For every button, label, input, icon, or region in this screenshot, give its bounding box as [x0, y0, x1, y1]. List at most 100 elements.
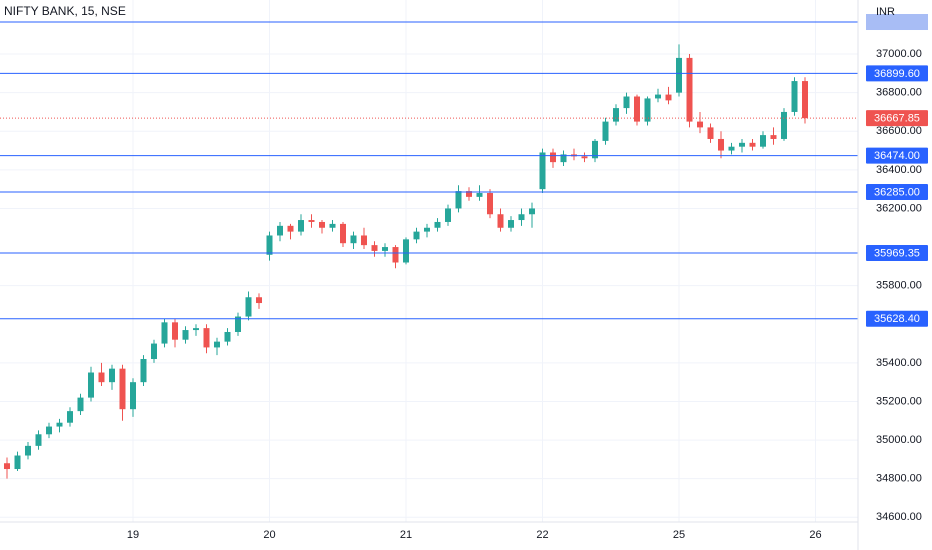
candle-body: [245, 297, 252, 317]
candle-body: [35, 434, 42, 446]
candle-body: [172, 322, 178, 340]
candle-body: [655, 94, 661, 99]
candle-body: [623, 96, 630, 109]
price-tag: [866, 65, 928, 82]
candle-body: [25, 445, 31, 456]
candle-body: [98, 372, 105, 383]
candle-body: [424, 227, 430, 232]
candle-body: [539, 152, 546, 190]
candle-body: [130, 382, 136, 410]
price-tag-label: 35628.40: [874, 313, 920, 325]
candle-body: [497, 214, 504, 228]
x-tick-label: 21: [400, 529, 412, 541]
candle-body: [350, 235, 357, 244]
candle-body: [151, 343, 157, 360]
y-tick-label: 34600.00: [876, 511, 922, 523]
x-tick-label: 26: [809, 529, 821, 541]
candle-body: [634, 96, 640, 122]
candle-body: [781, 111, 787, 139]
y-tick-label: 34800.00: [876, 473, 922, 485]
currency-label: INR: [876, 6, 895, 18]
candle-body: [203, 328, 210, 348]
candle-body: [14, 455, 21, 470]
candle-body: [749, 142, 756, 147]
candle-body: [193, 328, 199, 331]
y-tick-label: 35400.00: [876, 357, 922, 369]
candle-body: [224, 331, 231, 342]
candle-body: [413, 231, 420, 240]
candle-body: [235, 316, 241, 332]
candle-body: [214, 341, 220, 348]
candle-body: [56, 422, 63, 427]
y-tick-label: 36800.00: [876, 87, 922, 99]
last-price-tag: [866, 110, 928, 127]
candle-body: [518, 214, 525, 221]
candle-body: [298, 220, 304, 232]
candle-body: [550, 152, 556, 163]
candle-body: [455, 191, 462, 209]
candle-body: [718, 138, 724, 151]
candle-body: [665, 94, 672, 101]
price-tag-label: 36285.00: [874, 186, 920, 198]
candle-body: [613, 108, 619, 122]
candle-body: [119, 368, 126, 410]
x-tick-label: 22: [536, 529, 548, 541]
candle-body: [329, 223, 336, 228]
chart-title: NIFTY BANK, 15, NSE: [4, 4, 126, 18]
candle-body: [287, 225, 294, 232]
candle-body: [182, 330, 189, 340]
y-tick-label: 36400.00: [876, 164, 922, 176]
candle-body: [266, 235, 273, 255]
candle-body: [770, 135, 777, 139]
candle-body: [392, 247, 399, 263]
candle-body: [161, 322, 168, 344]
candle-body: [476, 193, 483, 197]
price-tag: [866, 244, 928, 261]
candle-body: [791, 81, 798, 112]
price-tag-label: 35969.35: [874, 247, 920, 259]
candle-body: [592, 140, 598, 159]
candle-body: [487, 193, 493, 215]
candle-body: [361, 235, 367, 246]
grid: [0, 0, 858, 522]
candle-body: [802, 81, 808, 119]
candle-body: [340, 223, 346, 244]
candle-body: [644, 98, 651, 122]
y-tick-label: 36200.00: [876, 202, 922, 214]
last-price-label: 36667.85: [874, 113, 920, 125]
y-tick-label: 35800.00: [876, 280, 922, 292]
candle-body: [728, 146, 735, 151]
candle-body: [676, 57, 682, 93]
candle-body: [371, 245, 378, 251]
candle-body: [466, 191, 472, 197]
candle-body: [508, 220, 514, 228]
candle-body: [140, 359, 147, 383]
x-tick-label: 25: [673, 529, 685, 541]
candle-body: [686, 57, 693, 122]
candle-body: [46, 426, 52, 435]
candle-body: [445, 208, 451, 222]
candle-body: [319, 221, 325, 228]
candle-body: [308, 220, 315, 222]
plot-area: [0, 21, 858, 479]
axes: 34600.00 34800.00 35000.00 35200.00 35400.00…: [127, 14, 928, 541]
candle-body: [256, 297, 262, 304]
x-tick-label: 19: [127, 529, 139, 541]
candle-body: [434, 221, 441, 228]
candle-body: [760, 135, 766, 147]
y-tick-label: 37000.00: [876, 48, 922, 60]
candle-body: [67, 411, 73, 423]
price-tag-label: 36474.00: [874, 150, 920, 162]
candle-body: [739, 142, 745, 147]
candle-body: [277, 225, 283, 236]
candle-body: [707, 127, 714, 139]
price-tag: [866, 310, 928, 327]
candle-body: [602, 121, 609, 141]
candle-body: [109, 368, 115, 383]
price-tag: [866, 184, 928, 201]
y-tick-label: 36600.00: [876, 125, 922, 137]
y-tick-label: 35200.00: [876, 395, 922, 407]
candle-body: [382, 247, 388, 251]
